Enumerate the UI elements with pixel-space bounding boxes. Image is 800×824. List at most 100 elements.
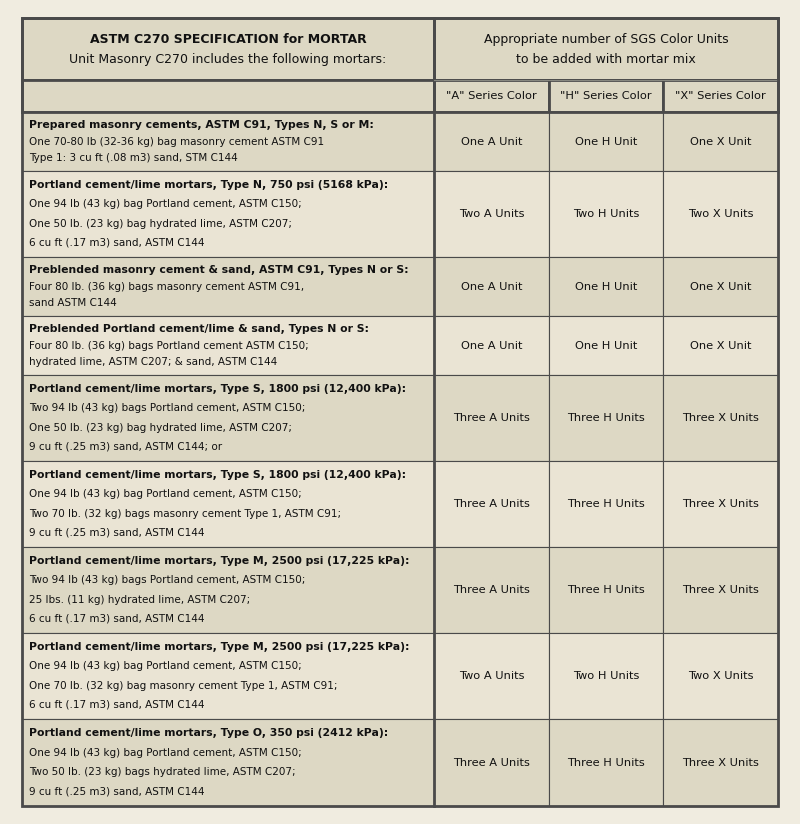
Text: "A" Series Color: "A" Series Color	[446, 91, 537, 101]
Text: Two A Units: Two A Units	[458, 671, 524, 681]
Text: Prepared masonry cements, ASTM C91, Types N, S or M:: Prepared masonry cements, ASTM C91, Type…	[29, 119, 374, 129]
Bar	[434, 112, 549, 171]
Bar	[22, 719, 434, 806]
Bar	[22, 547, 434, 633]
Bar	[663, 171, 778, 257]
Text: One H Unit: One H Unit	[575, 340, 637, 350]
Text: Appropriate number of SGS Color Units: Appropriate number of SGS Color Units	[484, 32, 728, 45]
Bar	[22, 316, 434, 375]
Text: Portland cement/lime mortars, Type N, 750 psi (5168 kPa):: Portland cement/lime mortars, Type N, 75…	[29, 180, 388, 190]
Bar	[663, 80, 778, 112]
Bar	[549, 80, 663, 112]
Text: One 70 lb. (32 kg) bag masonry cement Type 1, ASTM C91;: One 70 lb. (32 kg) bag masonry cement Ty…	[29, 681, 338, 691]
Text: Three A Units: Three A Units	[453, 413, 530, 423]
Text: Two H Units: Two H Units	[573, 209, 639, 219]
Text: One 70-80 lb (32-36 kg) bag masonry cement ASTM C91: One 70-80 lb (32-36 kg) bag masonry ceme…	[29, 137, 324, 147]
Text: Three H Units: Three H Units	[567, 585, 645, 595]
Bar	[22, 633, 434, 719]
Bar	[22, 461, 434, 547]
Bar	[22, 171, 434, 257]
Text: Portland cement/lime mortars, Type M, 2500 psi (17,225 kPa):: Portland cement/lime mortars, Type M, 25…	[29, 643, 410, 653]
Text: One 94 lb (43 kg) bag Portland cement, ASTM C150;: One 94 lb (43 kg) bag Portland cement, A…	[29, 489, 302, 499]
Text: Type 1: 3 cu ft (.08 m3) sand, STM C144: Type 1: 3 cu ft (.08 m3) sand, STM C144	[29, 153, 238, 163]
Text: One 94 lb (43 kg) bag Portland cement, ASTM C150;: One 94 lb (43 kg) bag Portland cement, A…	[29, 199, 302, 209]
Bar	[22, 18, 434, 80]
Text: One A Unit: One A Unit	[461, 137, 522, 147]
Bar	[549, 171, 663, 257]
Text: One X Unit: One X Unit	[690, 137, 751, 147]
Text: Two X Units: Two X Units	[688, 209, 754, 219]
Bar	[434, 316, 549, 375]
Bar	[549, 316, 663, 375]
Text: to be added with mortar mix: to be added with mortar mix	[516, 53, 696, 65]
Text: Portland cement/lime mortars, Type O, 350 psi (2412 kPa):: Portland cement/lime mortars, Type O, 35…	[29, 728, 388, 738]
Text: 9 cu ft (.25 m3) sand, ASTM C144; or: 9 cu ft (.25 m3) sand, ASTM C144; or	[29, 442, 222, 452]
Text: Preblended masonry cement & sand, ASTM C91, Types N or S:: Preblended masonry cement & sand, ASTM C…	[29, 265, 409, 274]
Text: Two 94 lb (43 kg) bags Portland cement, ASTM C150;: Two 94 lb (43 kg) bags Portland cement, …	[29, 404, 306, 414]
Bar	[434, 633, 549, 719]
Bar	[549, 375, 663, 461]
Bar	[549, 257, 663, 316]
Bar	[549, 633, 663, 719]
Text: sand ASTM C144: sand ASTM C144	[29, 298, 117, 308]
Text: Three A Units: Three A Units	[453, 499, 530, 509]
Bar	[663, 375, 778, 461]
Text: 9 cu ft (.25 m3) sand, ASTM C144: 9 cu ft (.25 m3) sand, ASTM C144	[29, 786, 205, 797]
Text: Three X Units: Three X Units	[682, 499, 759, 509]
Bar	[434, 80, 549, 112]
Text: Two 94 lb (43 kg) bags Portland cement, ASTM C150;: Two 94 lb (43 kg) bags Portland cement, …	[29, 575, 306, 585]
Bar	[434, 257, 549, 316]
Bar	[22, 112, 434, 171]
Bar	[549, 547, 663, 633]
Text: Three H Units: Three H Units	[567, 499, 645, 509]
Text: "X" Series Color: "X" Series Color	[675, 91, 766, 101]
Text: 6 cu ft (.17 m3) sand, ASTM C144: 6 cu ft (.17 m3) sand, ASTM C144	[29, 700, 205, 709]
Bar	[663, 461, 778, 547]
Bar	[434, 18, 778, 80]
Text: Three A Units: Three A Units	[453, 757, 530, 767]
Text: One 94 lb (43 kg) bag Portland cement, ASTM C150;: One 94 lb (43 kg) bag Portland cement, A…	[29, 662, 302, 672]
Text: One 50 lb. (23 kg) bag hydrated lime, ASTM C207;: One 50 lb. (23 kg) bag hydrated lime, AS…	[29, 218, 292, 228]
Text: One X Unit: One X Unit	[690, 282, 751, 292]
Text: Portland cement/lime mortars, Type S, 1800 psi (12,400 kPa):: Portland cement/lime mortars, Type S, 18…	[29, 384, 406, 395]
Bar	[663, 719, 778, 806]
Text: One H Unit: One H Unit	[575, 282, 637, 292]
Text: One 94 lb (43 kg) bag Portland cement, ASTM C150;: One 94 lb (43 kg) bag Portland cement, A…	[29, 748, 302, 758]
Text: One A Unit: One A Unit	[461, 340, 522, 350]
Bar	[663, 112, 778, 171]
Text: Two H Units: Two H Units	[573, 671, 639, 681]
Bar	[434, 171, 549, 257]
Text: "H" Series Color: "H" Series Color	[560, 91, 652, 101]
Bar	[663, 257, 778, 316]
Bar	[549, 719, 663, 806]
Bar	[663, 633, 778, 719]
Text: Two 50 lb. (23 kg) bags hydrated lime, ASTM C207;: Two 50 lb. (23 kg) bags hydrated lime, A…	[29, 767, 296, 777]
Text: Two X Units: Two X Units	[688, 671, 754, 681]
Text: 6 cu ft (.17 m3) sand, ASTM C144: 6 cu ft (.17 m3) sand, ASTM C144	[29, 614, 205, 624]
Text: One A Unit: One A Unit	[461, 282, 522, 292]
Bar	[22, 375, 434, 461]
Text: Two A Units: Two A Units	[458, 209, 524, 219]
Text: Unit Masonry C270 includes the following mortars:: Unit Masonry C270 includes the following…	[70, 53, 386, 65]
Text: ASTM C270 SPECIFICATION for MORTAR: ASTM C270 SPECIFICATION for MORTAR	[90, 32, 366, 45]
Text: Preblended Portland cement/lime & sand, Types N or S:: Preblended Portland cement/lime & sand, …	[29, 324, 369, 334]
Bar	[434, 461, 549, 547]
Text: 25 lbs. (11 kg) hydrated lime, ASTM C207;: 25 lbs. (11 kg) hydrated lime, ASTM C207…	[29, 595, 250, 605]
Text: Three X Units: Three X Units	[682, 757, 759, 767]
Bar	[663, 547, 778, 633]
Text: Three X Units: Three X Units	[682, 585, 759, 595]
Text: Portland cement/lime mortars, Type S, 1800 psi (12,400 kPa):: Portland cement/lime mortars, Type S, 18…	[29, 471, 406, 480]
Text: Three H Units: Three H Units	[567, 757, 645, 767]
Bar	[434, 719, 549, 806]
Text: Four 80 lb. (36 kg) bags masonry cement ASTM C91,: Four 80 lb. (36 kg) bags masonry cement …	[29, 282, 304, 292]
Text: One 50 lb. (23 kg) bag hydrated lime, ASTM C207;: One 50 lb. (23 kg) bag hydrated lime, AS…	[29, 423, 292, 433]
Text: Two 70 lb. (32 kg) bags masonry cement Type 1, ASTM C91;: Two 70 lb. (32 kg) bags masonry cement T…	[29, 508, 341, 518]
Text: Three H Units: Three H Units	[567, 413, 645, 423]
Text: Four 80 lb. (36 kg) bags Portland cement ASTM C150;: Four 80 lb. (36 kg) bags Portland cement…	[29, 340, 309, 350]
Text: One X Unit: One X Unit	[690, 340, 751, 350]
Bar	[663, 316, 778, 375]
Bar	[434, 547, 549, 633]
Bar	[549, 112, 663, 171]
Bar	[549, 461, 663, 547]
Text: Three A Units: Three A Units	[453, 585, 530, 595]
